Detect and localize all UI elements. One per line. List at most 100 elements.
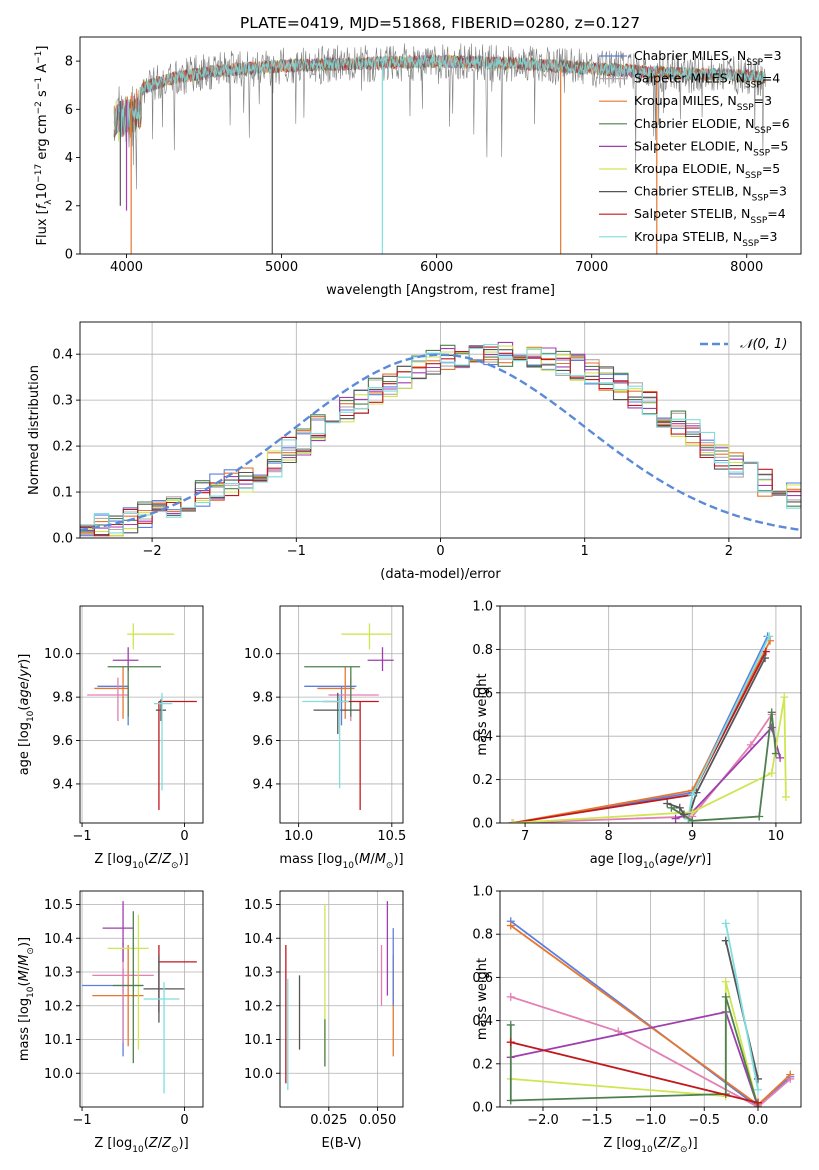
- error-bar-point: [92, 945, 144, 1047]
- age-vs-mass-x-label: mass [log10(M/M⊙)]: [279, 852, 403, 871]
- error-bar-point: [82, 968, 144, 1057]
- x-tick-label: −1.0: [635, 1113, 667, 1128]
- error-bar-point: [313, 692, 361, 735]
- y-tick-label: 0.0: [472, 1101, 493, 1116]
- y-tick-label: 0.0: [472, 817, 493, 832]
- plus-marker: [506, 1096, 515, 1105]
- y-tick-label: 9.6: [252, 734, 273, 749]
- plus-marker: [754, 1098, 762, 1107]
- mass-vs-Z-plot-area: [80, 891, 203, 1107]
- error-bar-point: [107, 666, 161, 717]
- mass-weight-vs-age-x-label: age [log10(age/yr)]: [590, 852, 712, 871]
- y-tick-label: 0.8: [472, 643, 493, 658]
- mass-weight-series: [684, 632, 774, 823]
- mass-weight-series: [508, 693, 790, 823]
- y-tick-label: 10.4: [244, 932, 273, 947]
- plus-marker: [506, 921, 515, 930]
- x-tick-label: 0: [180, 1113, 188, 1128]
- y-tick-label: 0.1: [52, 486, 73, 501]
- mass-weight-vs-Z-plot-area: [500, 891, 801, 1107]
- x-tick-label: −2.0: [527, 1113, 559, 1128]
- error-bar-point: [143, 982, 180, 1094]
- y-tick-label: 10.5: [244, 898, 273, 913]
- x-tick-label: 0.050: [359, 1113, 396, 1128]
- y-tick-label: 10.5: [44, 898, 73, 913]
- y-tick-label: 0.6: [472, 686, 493, 701]
- error-bar-point: [304, 666, 361, 717]
- series-line: [510, 981, 759, 1107]
- y-tick-label: 0.3: [52, 394, 73, 409]
- normal-curve: [80, 353, 801, 532]
- error-bar-point: [112, 911, 144, 1064]
- histogram-y-label: Normed distribution: [27, 365, 42, 495]
- mass-weight-series: [667, 708, 780, 823]
- age-vs-Z-panel: −1 0 9.4 9.6 9.8 10.0 Z [log10(Z/Z⊙)] age [log1…: [17, 605, 204, 871]
- x-tick-label: −1: [287, 544, 306, 559]
- mass-vs-EBV-panel: 0.025 0.050 10.0 10.1 10.2 10.3 10.4 10.5 E(B-V): [244, 890, 404, 1151]
- error-bar-point: [102, 901, 134, 962]
- series-line: [510, 1041, 759, 1104]
- mass-weight-vs-Z-y-label: mass weight: [475, 958, 490, 1040]
- y-tick-label: 10.0: [244, 647, 273, 662]
- legend-entry: Kroupa ELODIE, NSSP=5: [634, 161, 780, 181]
- x-tick-label: 9: [688, 829, 696, 844]
- x-tick-label: 7000: [575, 260, 608, 275]
- y-tick-label: 10.3: [44, 966, 73, 981]
- legend-entry: Salpeter MILES, NSSP=4: [634, 71, 780, 91]
- plus-marker: [786, 1074, 795, 1083]
- error-bar-point: [304, 685, 357, 726]
- mass-weight-series: [508, 710, 776, 823]
- legend-entry: Kroupa MILES, NSSP=3: [634, 93, 772, 113]
- plus-marker: [506, 1038, 515, 1047]
- y-tick-label: 1.0: [472, 885, 493, 900]
- x-tick-label: −2: [143, 544, 162, 559]
- residual-hist-plot-area: [80, 322, 801, 538]
- x-tick-label: 4000: [110, 260, 143, 275]
- age-vs-Z-y-label: age [log10(age/yr)]: [17, 654, 36, 776]
- mass-weight-series: [663, 799, 688, 819]
- y-tick-label: 0.4: [52, 348, 73, 363]
- y-tick-label: 10.1: [244, 1033, 273, 1048]
- histogram-step-kroupa_stelib: [80, 344, 801, 534]
- y-tick-label: 10.2: [44, 999, 73, 1014]
- plus-marker: [767, 708, 776, 717]
- mass-vs-EBV-plot-area: [280, 891, 403, 1107]
- age-vs-Z-plot-area: [80, 606, 203, 823]
- y-tick-label: 0.2: [52, 440, 73, 455]
- y-tick-label: 0.0: [52, 532, 73, 547]
- plus-marker: [771, 749, 780, 758]
- series-line: [510, 920, 791, 1107]
- error-bar-point: [341, 623, 392, 650]
- series-line: [512, 651, 767, 823]
- error-bar-point: [302, 694, 349, 789]
- x-tick-label: 0.025: [310, 1113, 347, 1128]
- plus-marker: [688, 808, 697, 817]
- y-tick-label: 8: [65, 55, 73, 70]
- error-bar-point: [127, 623, 175, 650]
- x-tick-label: 0.0: [748, 1113, 769, 1128]
- y-tick-label: 10.1: [44, 1033, 73, 1048]
- legend-entry: Kroupa STELIB, NSSP=3: [634, 229, 778, 249]
- plus-marker: [508, 819, 517, 823]
- x-tick-label: 5000: [265, 260, 298, 275]
- plus-marker: [746, 740, 755, 749]
- mass-vs-Z-y-label: mass [log10(M/M⊙)]: [17, 937, 36, 1061]
- y-tick-label: 6: [65, 103, 73, 118]
- mass-vs-EBV-x-label: E(B-V): [321, 1136, 361, 1151]
- plus-marker: [754, 1085, 762, 1094]
- residual-hist-panel: −2 −1 0 1 2 0.0 0.1 0.2 0.3 0.4 𝒩(0, 1) (data-model…: [27, 321, 802, 582]
- spectrum-x-label: wavelength [Angstrom, rest frame]: [326, 283, 555, 298]
- x-tick-label: −1: [72, 1113, 91, 1128]
- mass-vs-EBV-frame: [279, 890, 404, 1108]
- x-tick-label: 10.0: [284, 829, 313, 844]
- plus-marker: [776, 753, 785, 762]
- plus-marker: [506, 992, 515, 1001]
- plus-marker: [688, 816, 697, 823]
- x-tick-label: 0: [436, 544, 444, 559]
- age-vs-mass-panel: 10.0 10.5 9.4 9.6 9.8 10.0 mass [log10(M/M⊙)]: [244, 605, 406, 871]
- error-bar-point: [367, 647, 394, 672]
- mass-weight-vs-Z-x-label: Z [log10(Z/Z⊙)]: [603, 1136, 697, 1155]
- plus-marker: [506, 1020, 515, 1029]
- x-tick-label: 1: [581, 544, 589, 559]
- series-line: [724, 923, 759, 1090]
